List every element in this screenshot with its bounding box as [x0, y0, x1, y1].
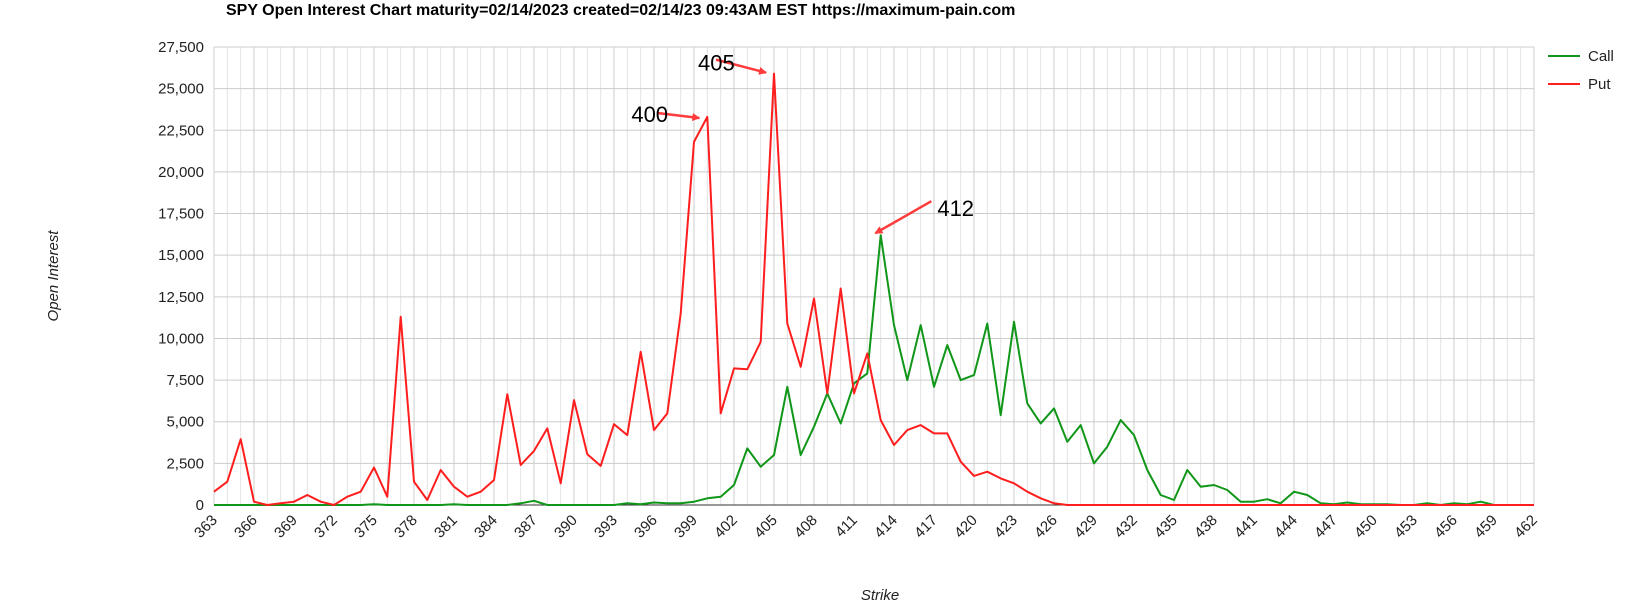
x-tick-label: 402 [711, 512, 741, 542]
series-line-put [213, 72, 1534, 506]
y-tick-label: 22,500 [158, 122, 204, 139]
x-tick-label: 417 [911, 512, 941, 542]
chart-title: SPY Open Interest Chart maturity=02/14/2… [226, 2, 1016, 19]
x-tick-label: 390 [551, 512, 581, 542]
x-tick-label: 363 [191, 512, 221, 542]
annotation-label: 400 [631, 102, 668, 127]
x-tick-label: 399 [671, 512, 701, 542]
y-tick-label: 2,500 [166, 455, 204, 472]
x-tick-label: 444 [1271, 512, 1301, 542]
major-gridlines [213, 46, 1535, 506]
x-axis: 363 366 369 372 375 378 381 384 387 390 393 396 399 4… [191, 512, 1541, 542]
series-lines [213, 72, 1534, 506]
x-tick-label: 408 [791, 512, 821, 542]
x-tick-label: 438 [1191, 512, 1221, 542]
y-tick-label: 15,000 [158, 247, 204, 264]
x-tick-label: 450 [1351, 512, 1381, 542]
y-tick-label: 12,500 [158, 289, 204, 306]
x-tick-label: 396 [631, 512, 661, 542]
x-tick-label: 456 [1431, 512, 1461, 542]
y-tick-label: 17,500 [158, 206, 204, 223]
annotation-label: 405 [698, 51, 735, 76]
legend-label-call[interactable]: Call [1588, 48, 1614, 65]
x-tick-label: 423 [991, 512, 1021, 542]
y-axis-title: Open Interest [45, 230, 62, 322]
x-tick-label: 447 [1311, 512, 1341, 542]
x-tick-label: 426 [1031, 512, 1061, 542]
x-tick-label: 453 [1391, 512, 1421, 542]
y-tick-label: 0 [196, 497, 204, 514]
series-line-call [214, 234, 1534, 506]
x-tick-label: 435 [1151, 512, 1181, 542]
annotation-label: 412 [937, 196, 974, 221]
y-tick-label: 27,500 [158, 39, 204, 56]
x-tick-label: 420 [951, 512, 981, 542]
x-tick-label: 381 [431, 512, 461, 542]
y-tick-label: 10,000 [158, 330, 204, 347]
x-tick-label: 378 [391, 512, 421, 542]
x-tick-label: 393 [591, 512, 621, 542]
x-tick-label: 405 [751, 512, 781, 542]
y-tick-label: 25,000 [158, 81, 204, 98]
x-tick-label: 462 [1511, 512, 1541, 542]
y-axis: 0 2,500 5,000 7,500 10,000 12,500 15,000 17,500… [158, 39, 204, 514]
x-tick-label: 384 [471, 512, 501, 542]
x-tick-label: 387 [511, 512, 541, 542]
x-tick-label: 411 [832, 512, 861, 541]
annotation-arrow [657, 111, 701, 122]
x-tick-label: 372 [311, 512, 341, 542]
x-tick-label: 459 [1471, 512, 1501, 542]
annotations: 405 400 412 [631, 51, 974, 235]
legend-label-put[interactable]: Put [1588, 76, 1611, 93]
y-tick-label: 20,000 [158, 164, 204, 181]
x-tick-label: 429 [1071, 512, 1101, 542]
annotation-arrow [715, 58, 767, 75]
x-tick-label: 369 [271, 512, 301, 542]
x-tick-label: 441 [1231, 512, 1261, 542]
y-tick-label: 7,500 [166, 372, 204, 389]
x-tick-label: 414 [871, 512, 901, 542]
x-tick-label: 375 [351, 512, 381, 542]
x-tick-label: 366 [231, 512, 261, 542]
y-tick-label: 5,000 [166, 414, 204, 431]
x-tick-label: 432 [1111, 512, 1141, 542]
x-axis-title: Strike [861, 587, 899, 604]
legend[interactable]: Call Put [1548, 48, 1614, 93]
minor-gridlines [213, 47, 1535, 505]
annotation-arrow [874, 200, 932, 235]
